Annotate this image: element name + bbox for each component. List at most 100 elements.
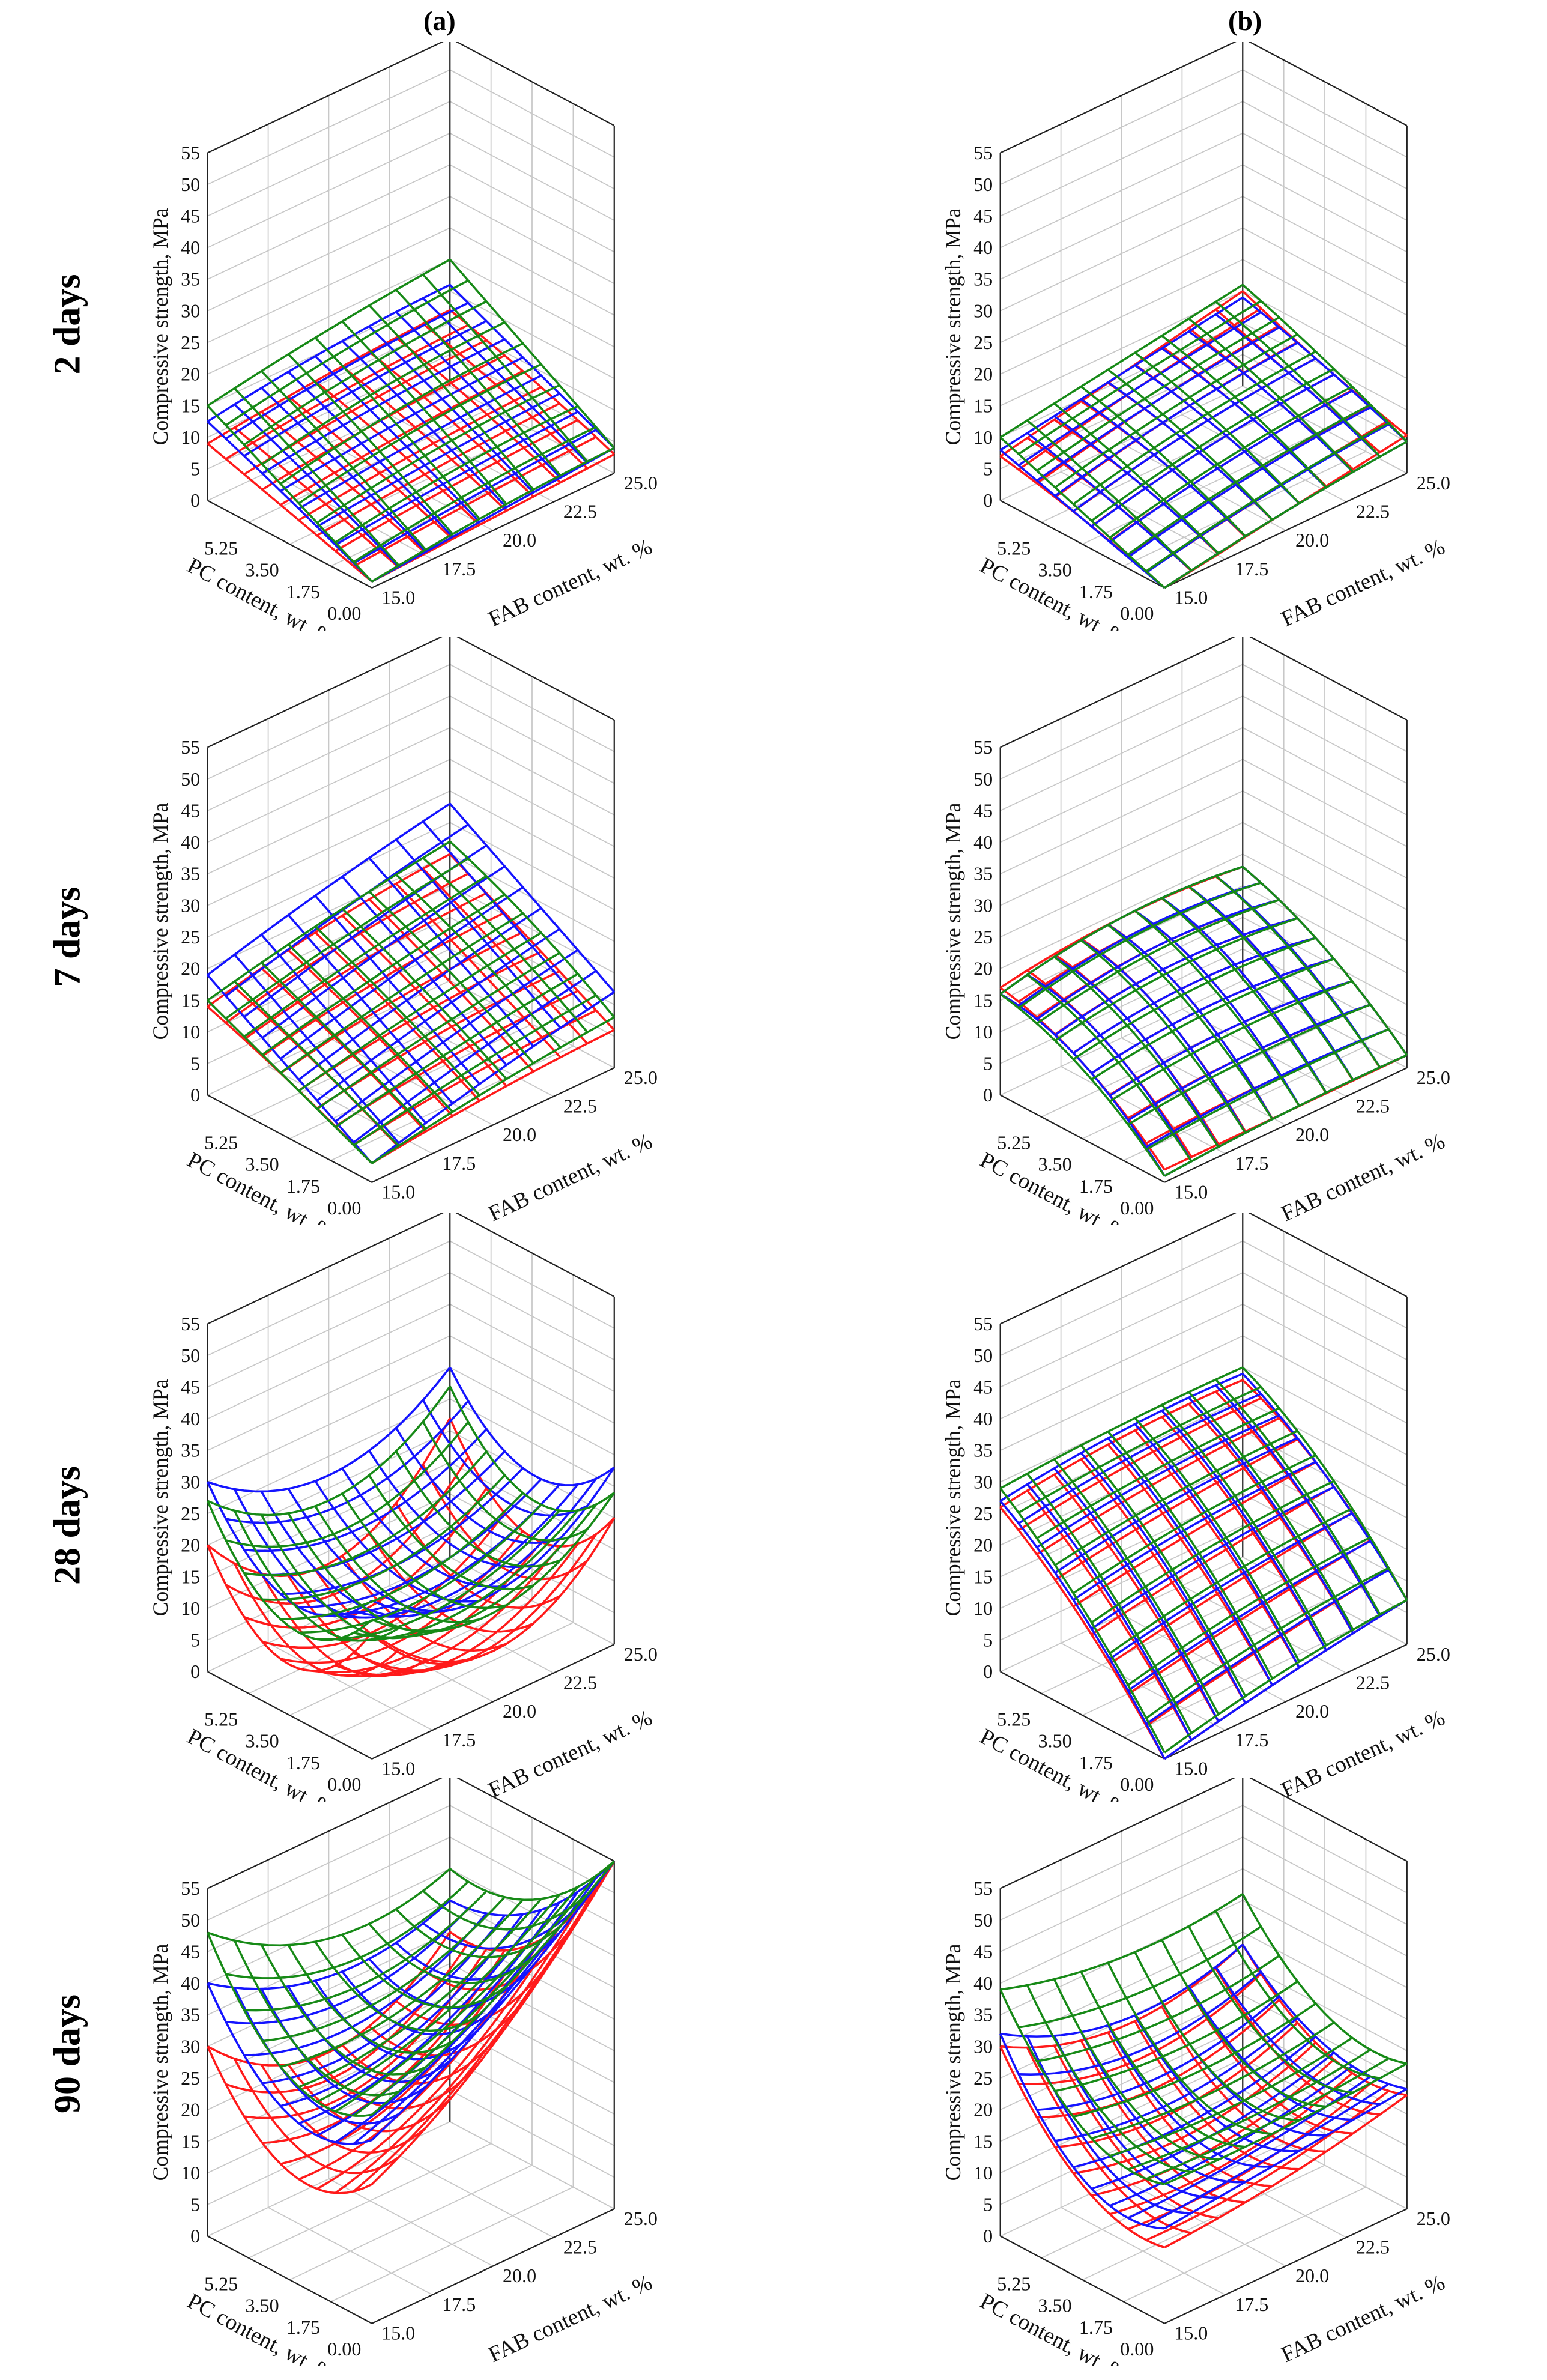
fab-tick-label: 22.5 bbox=[1356, 1095, 1390, 1116]
z-tick-label: 15 bbox=[973, 989, 993, 1011]
surface-green-meshline bbox=[287, 353, 454, 535]
surface-red-meshline bbox=[1073, 2042, 1316, 2175]
fab-tick-label: 22.5 bbox=[1356, 1671, 1390, 1693]
surface-blue-meshline bbox=[395, 1427, 561, 1544]
top-edge-line bbox=[1000, 42, 1237, 154]
z-tick-label: 5 bbox=[983, 1053, 993, 1074]
top-edge-line bbox=[1000, 637, 1237, 748]
pc-tick-label: 3.50 bbox=[245, 1730, 279, 1752]
surface-red-meshline bbox=[1188, 1988, 1354, 2135]
surface-green-meshline bbox=[371, 1860, 616, 2116]
z-tick-label: 25 bbox=[973, 332, 993, 353]
z-tick-label: 30 bbox=[181, 1471, 200, 1492]
surface-blue-meshline bbox=[1127, 1004, 1371, 1121]
pc-tick-label: 5.25 bbox=[204, 2273, 238, 2294]
surface-green-meshline bbox=[1161, 335, 1327, 489]
surface-green-meshline bbox=[1054, 1430, 1298, 1566]
surface-blue-meshline bbox=[449, 1367, 615, 1486]
surface-red-meshline bbox=[1026, 1489, 1193, 1741]
surface-blue-meshline bbox=[234, 954, 400, 1144]
surface-green-meshline bbox=[314, 336, 480, 520]
surface-blue-meshline bbox=[207, 802, 451, 976]
z-tick-label: 45 bbox=[181, 799, 200, 821]
surface-red-meshline bbox=[1000, 1943, 1244, 2049]
fab-tick-label: 15.0 bbox=[381, 1757, 415, 1779]
z-tick-label: 5 bbox=[983, 458, 993, 480]
floor-gridline bbox=[1181, 414, 1347, 503]
surface-green-meshline bbox=[260, 1514, 426, 1640]
surface-green-meshline bbox=[1107, 924, 1274, 1120]
surface-green-meshline bbox=[1018, 882, 1262, 1009]
surface-green-meshline bbox=[1055, 1980, 1298, 2092]
surface-red-meshline bbox=[341, 2026, 507, 2085]
floor-gridline bbox=[389, 1585, 554, 1674]
surface-green-meshline bbox=[1164, 440, 1408, 589]
surface-blue-meshline bbox=[449, 284, 616, 449]
surface-blue-meshline bbox=[1036, 898, 1280, 1020]
surface-red-meshline bbox=[1018, 1397, 1262, 1531]
surface-red-meshline bbox=[261, 411, 427, 554]
surface-green-meshline bbox=[1107, 1431, 1274, 1679]
z-tick-label: 20 bbox=[181, 363, 200, 385]
z-tick-label: 35 bbox=[181, 2004, 200, 2026]
surface-red-meshline bbox=[1091, 2058, 1335, 2197]
row-label-90-days: 90 days bbox=[47, 1994, 88, 2114]
surface-green-meshline bbox=[314, 1941, 480, 2032]
z-tick-label: 40 bbox=[181, 1972, 200, 1994]
surface-plot-a-90-days: 0 5 10 15 20 25 30 35 40 45 50 55 0.00 1.75 3.50 5.25 15… bbox=[148, 1778, 658, 2366]
surface-green-meshline bbox=[395, 1450, 561, 1568]
surface-green-meshline bbox=[335, 972, 578, 1128]
z-tick-label: 20 bbox=[973, 1534, 993, 1556]
top-edge-line bbox=[1248, 1778, 1408, 1862]
z-tick-label: 40 bbox=[973, 1972, 993, 1994]
surface-blue-meshline bbox=[1053, 2035, 1219, 2199]
fab-axis-line bbox=[371, 2208, 615, 2324]
surface-green-meshline bbox=[1145, 422, 1390, 572]
z-tick-label: 30 bbox=[973, 1471, 993, 1492]
surface-green-meshline bbox=[1080, 939, 1247, 1134]
surface-green-meshline bbox=[1091, 1480, 1335, 1624]
surface-blue-meshline bbox=[280, 356, 524, 492]
z-tick-label: 50 bbox=[973, 174, 993, 195]
surface-red-meshline bbox=[316, 1926, 561, 2190]
z-tick-label: 45 bbox=[973, 1376, 993, 1397]
surface-green-meshline bbox=[1242, 866, 1408, 1056]
fab-tick-label: 15.0 bbox=[381, 586, 415, 608]
surface-red-meshline bbox=[1026, 2047, 1192, 2235]
z-tick-label: 55 bbox=[973, 142, 993, 163]
surface-green-meshline bbox=[395, 1908, 562, 1958]
surface-blue-meshline bbox=[207, 1982, 372, 2145]
surface-green-meshline bbox=[1145, 1567, 1390, 1719]
surface-green-meshline bbox=[207, 1500, 373, 1641]
surface-blue-meshline bbox=[999, 2033, 1165, 2230]
surface-green-meshline bbox=[1134, 1417, 1300, 1662]
fab-axis-line bbox=[1164, 1067, 1408, 1183]
z-tick-label: 10 bbox=[181, 426, 200, 448]
z-axis-title: Compressive strength, MPa bbox=[941, 1379, 965, 1616]
surface-green-meshline bbox=[449, 840, 616, 1019]
top-edge-line bbox=[455, 637, 615, 721]
surface-blue-meshline bbox=[1215, 313, 1381, 458]
surface-red-meshline bbox=[207, 2045, 372, 2194]
surface-green-meshline bbox=[1073, 1454, 1316, 1594]
surface-blue-meshline bbox=[371, 1860, 616, 2141]
surface-red-meshline bbox=[244, 1948, 488, 2119]
surface-red-meshline bbox=[341, 915, 507, 1087]
surface-green-meshline bbox=[1018, 300, 1262, 455]
surface-red-meshline bbox=[341, 365, 507, 512]
fab-tick-label: 25.0 bbox=[624, 1643, 658, 1665]
surface-blue-meshline bbox=[1091, 958, 1334, 1074]
fab-tick-label: 22.5 bbox=[1356, 2236, 1390, 2257]
surface-blue-meshline bbox=[234, 404, 400, 568]
surface-blue-meshline bbox=[1145, 2083, 1390, 2227]
surface-green-meshline bbox=[395, 874, 562, 1049]
surface-blue-meshline bbox=[1161, 897, 1327, 1094]
surface-blue-meshline bbox=[1107, 381, 1273, 521]
floor-gridline bbox=[328, 2178, 494, 2267]
surface-plot-b-28-days: 0 5 10 15 20 25 30 35 40 45 50 55 0.00 1.75 3.50 5.25 15… bbox=[941, 1213, 1450, 1802]
surface-green-meshline bbox=[368, 891, 534, 1064]
fab-tick-label: 17.5 bbox=[442, 558, 476, 580]
surface-blue-meshline bbox=[1109, 390, 1353, 543]
surface-red-meshline bbox=[999, 1506, 1166, 1760]
z-tick-label: 0 bbox=[983, 489, 993, 511]
